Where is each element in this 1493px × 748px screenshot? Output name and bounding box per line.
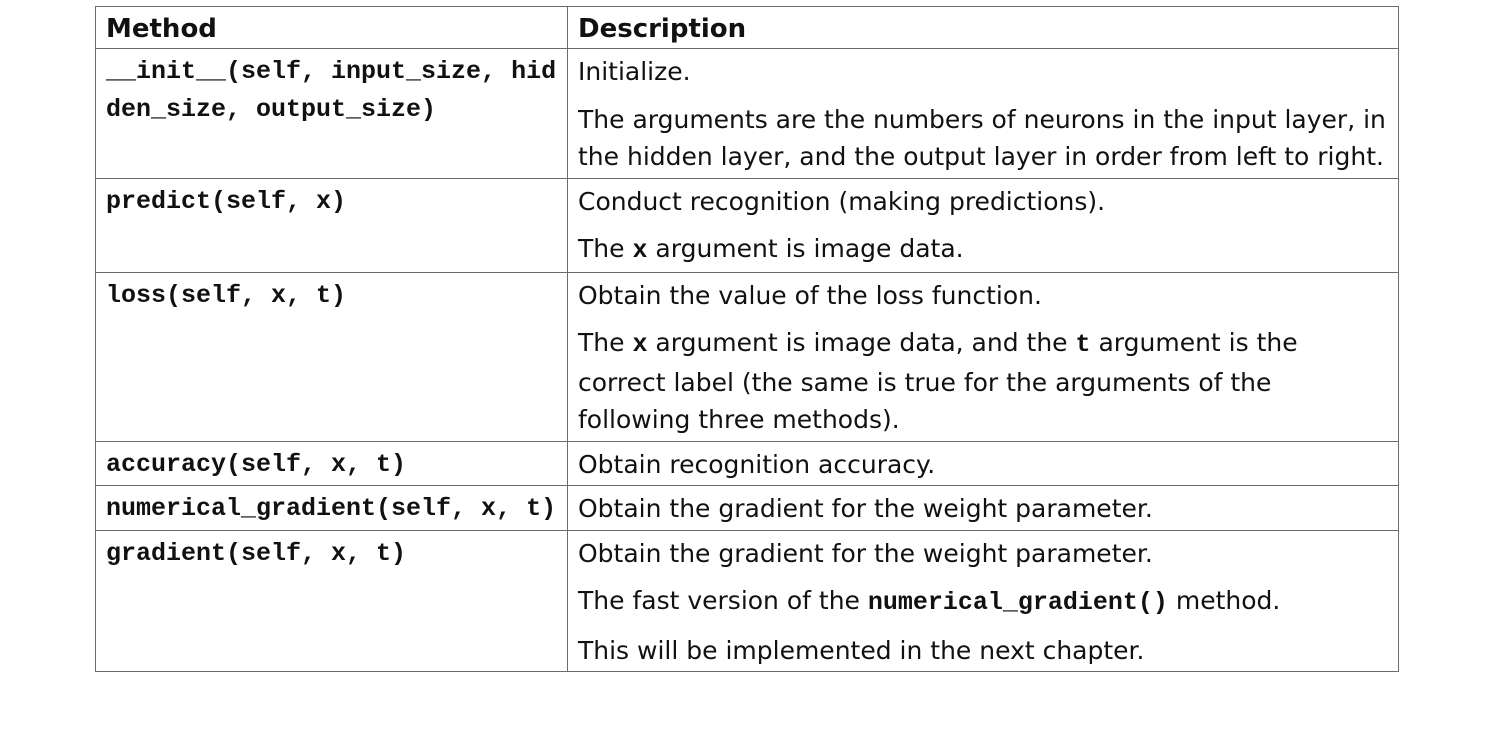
description-paragraph: Initialize. <box>578 53 1388 91</box>
method-signature: __init__(self, input_size, hidden_size, … <box>95 48 568 179</box>
description-paragraph: Conduct recognition (making predictions)… <box>578 183 1388 221</box>
description-column-header: Description <box>567 6 1399 49</box>
description-paragraph: Obtain the gradient for the weight param… <box>578 490 1388 528</box>
table-row: numerical_gradient(self, x, t) Obtain the… <box>95 485 1399 531</box>
method-signature: predict(self, x) <box>95 177 568 273</box>
method-signature: accuracy(self, x, t) <box>95 440 568 486</box>
method-description: Initialize. The arguments are the numbers… <box>567 48 1399 179</box>
description-paragraph: This will be implemented in the next cha… <box>578 632 1388 670</box>
description-text: The <box>578 328 633 357</box>
table-row: accuracy(self, x, t) Obtain recognition a… <box>95 440 1399 486</box>
inline-code: t <box>1075 330 1091 359</box>
inline-code: x <box>632 330 648 359</box>
description-text: The fast version of the <box>578 586 868 615</box>
table-row: __init__(self, input_size, hidden_size, … <box>95 48 1399 179</box>
table-body: __init__(self, input_size, hidden_size, … <box>95 48 1399 672</box>
description-text: argument is image data. <box>647 234 964 263</box>
method-signature: loss(self, x, t) <box>95 271 568 442</box>
method-column-header: Method <box>95 6 568 49</box>
description-text: This will be implemented in the next cha… <box>578 635 1145 665</box>
description-text: Obtain the value of the loss function. <box>578 280 1042 310</box>
inline-code: numerical_gradient() <box>867 588 1168 617</box>
method-signature: numerical_gradient(self, x, t) <box>95 485 568 531</box>
description-paragraph: The fast version of the numerical_gradie… <box>578 582 1388 622</box>
description-text: Obtain the gradient for the weight param… <box>578 494 1153 523</box>
description-text: The arguments are the numbers of neurons… <box>578 104 1386 172</box>
description-paragraph: Obtain recognition accuracy. <box>578 446 1388 484</box>
method-signature: gradient(self, x, t) <box>95 529 568 672</box>
description-text: Obtain the gradient for the weight param… <box>578 538 1153 568</box>
description-paragraph: Obtain the value of the loss function. <box>578 277 1388 315</box>
description-paragraph: The arguments are the numbers of neurons… <box>578 101 1388 176</box>
description-text: The <box>578 234 633 263</box>
methods-table: Method Description __init__(self, input_… <box>95 6 1399 672</box>
description-paragraph: The x argument is image data. <box>578 230 1388 270</box>
description-paragraph: The x argument is image data, and the t … <box>578 324 1388 439</box>
table-row: predict(self, x) Conduct recognition (mak… <box>95 177 1399 273</box>
method-description: Obtain the gradient for the weight param… <box>567 485 1399 531</box>
description-text: Conduct recognition (making predictions)… <box>578 186 1106 216</box>
method-description: Obtain recognition accuracy. <box>567 440 1399 486</box>
table-row: gradient(self, x, t) Obtain the gradient … <box>95 529 1399 672</box>
description-text: Initialize. <box>578 57 691 86</box>
method-description: Conduct recognition (making predictions)… <box>567 177 1399 273</box>
table-row: loss(self, x, t) Obtain the value of the … <box>95 271 1399 442</box>
description-text: method. <box>1167 586 1281 615</box>
description-text: argument is image data, and the <box>647 328 1076 357</box>
description-text: Obtain recognition accuracy. <box>578 449 936 479</box>
method-description: Obtain the value of the loss function. Th… <box>567 271 1399 442</box>
description-paragraph: Obtain the gradient for the weight param… <box>578 535 1388 573</box>
method-description: Obtain the gradient for the weight param… <box>567 529 1399 672</box>
header-row: Method Description <box>95 6 1399 49</box>
inline-code: x <box>632 236 648 265</box>
description-text: argument is the correct label (the same … <box>578 328 1298 434</box>
